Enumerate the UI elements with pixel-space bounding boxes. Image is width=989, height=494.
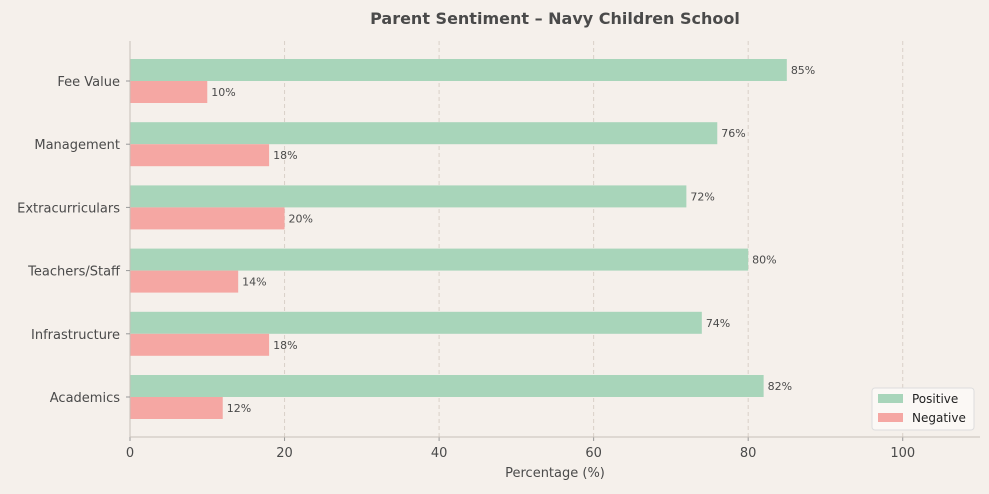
chart-title: Parent Sentiment – Navy Children School xyxy=(370,9,740,28)
bar-negative xyxy=(130,81,208,103)
bar-positive xyxy=(130,122,718,145)
data-label: 18% xyxy=(273,339,297,352)
y-tick-label: Teachers/Staff xyxy=(27,265,121,280)
bar-negative xyxy=(130,333,270,356)
bar-positive xyxy=(130,59,787,81)
y-tick-label: Fee Value xyxy=(57,75,120,90)
data-label: 18% xyxy=(273,149,297,162)
bar-negative xyxy=(130,144,270,167)
data-label: 72% xyxy=(690,190,714,203)
y-tick-label: Extracurriculars xyxy=(17,201,120,216)
legend-label: Negative xyxy=(912,411,966,425)
data-label: 74% xyxy=(706,317,730,330)
data-label: 10% xyxy=(211,86,235,99)
data-label: 20% xyxy=(289,212,313,225)
legend-label: Positive xyxy=(912,392,958,406)
data-label: 12% xyxy=(227,402,251,415)
bar-negative xyxy=(130,207,285,230)
data-label: 14% xyxy=(242,276,266,289)
bar-positive xyxy=(130,185,687,208)
data-label: 82% xyxy=(768,380,792,393)
bar-negative xyxy=(130,397,223,419)
x-tick-label: 20 xyxy=(276,446,293,461)
x-tick-label: 60 xyxy=(585,446,602,461)
y-tick-label: Infrastructure xyxy=(31,328,120,343)
bar-positive xyxy=(130,248,749,271)
x-tick-label: 100 xyxy=(890,446,915,461)
data-label: 85% xyxy=(791,64,815,77)
x-tick-label: 40 xyxy=(431,446,448,461)
x-axis-label: Percentage (%) xyxy=(505,466,605,481)
legend-swatch xyxy=(878,413,903,422)
y-tick-label: Academics xyxy=(50,391,120,406)
data-label: 80% xyxy=(752,254,776,267)
data-label: 76% xyxy=(721,127,745,140)
legend: Positive Negative xyxy=(871,387,975,431)
bar-positive xyxy=(130,375,764,397)
y-tick-label: Management xyxy=(34,138,120,153)
bar-positive xyxy=(130,311,702,334)
x-tick-label: 0 xyxy=(126,446,134,461)
legend-swatch xyxy=(878,394,903,403)
x-tick-label: 80 xyxy=(740,446,757,461)
bar-negative xyxy=(130,270,239,293)
